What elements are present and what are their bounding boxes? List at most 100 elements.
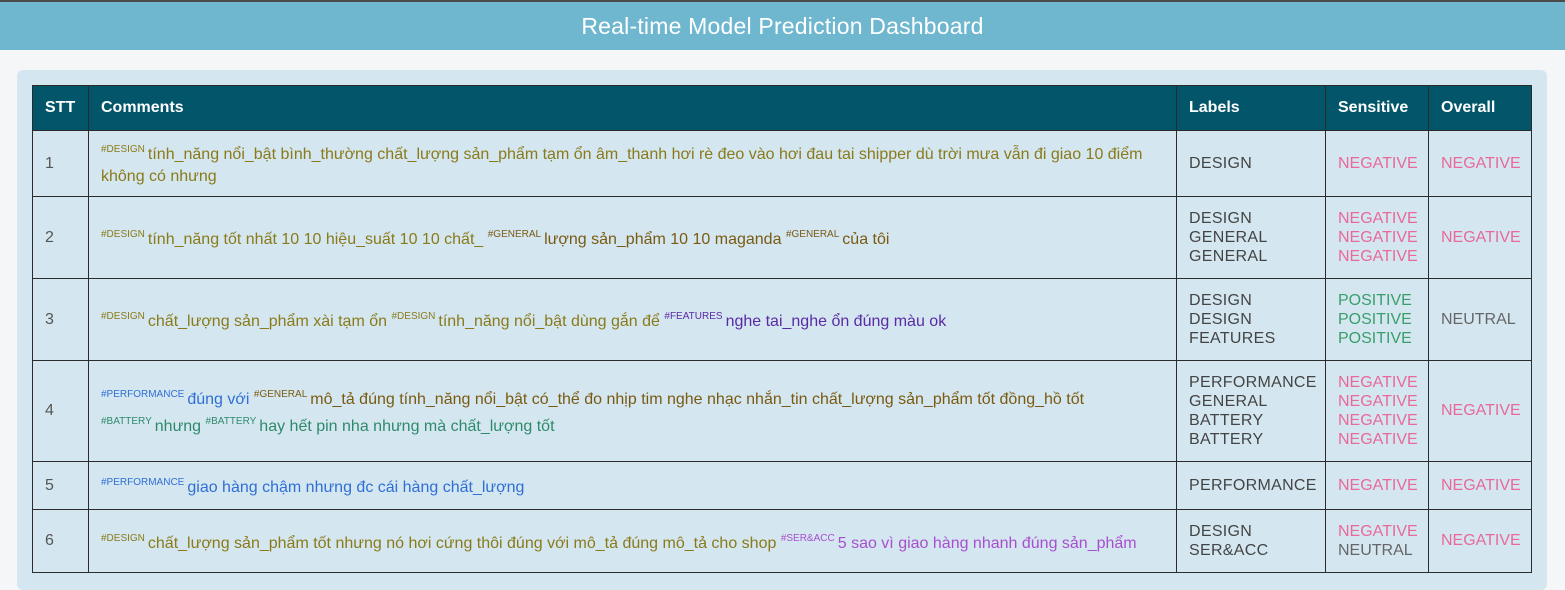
aspect-tag: #DESIGN [101,229,145,240]
row-overall: NEGATIVE [1428,509,1532,573]
row-comment: #DESIGN chất_lượng sản_phẩm xài tạm ổn #D… [88,278,1177,361]
segment-text: hay hết pin nha nhưng mà chất_lượng tốt [259,418,555,435]
row-overall: NEUTRAL [1428,278,1532,361]
table-row: 4 #PERFORMANCE đúng với #GENERAL mô_tả đúng… [32,360,1532,462]
sentiment-item: NEGATIVE [1338,523,1418,540]
comment-segment: #GENERAL mô_tả đúng tính_năng nổi_bật có_… [253,389,1084,408]
comment-segment: #DESIGN chất_lượng sản_phẩm tốt nhưng nó … [101,532,777,552]
row-comment: #DESIGN tính_năng tốt nhất 10 10 hiệu_suấ… [88,196,1177,279]
row-stt: 3 [32,278,89,361]
table-row: 5 #PERFORMANCE giao hàng chậm nhưng đc cái… [32,461,1532,510]
sentiment-item: POSITIVE [1338,292,1412,309]
label-item: PERFORMANCE [1189,477,1317,494]
row-stt: 6 [32,509,89,573]
comment-segment: #FEATURES nghe tai_nghe ổn đúng màu ok [664,311,947,330]
aspect-tag: #DESIGN [101,532,145,544]
sentiment-item: NEGATIVE [1338,229,1418,246]
row-sensitive: NEGATIVE NEGATIVE NEGATIVE NEGATIVE [1325,360,1429,462]
row-labels: DESIGN SER&ACC [1176,509,1326,573]
label-item: GENERAL [1189,229,1268,246]
row-sensitive: NEGATIVE [1325,130,1429,197]
sentiment-item: NEGATIVE [1338,393,1418,410]
label-item: DESIGN [1189,210,1253,227]
column-header-comments: Comments [88,85,1177,131]
label-item: PERFORMANCE [1189,374,1317,391]
segment-text: đúng với [187,391,250,408]
sentiment-item: NEGATIVE [1338,477,1418,494]
row-sensitive: POSITIVE POSITIVE POSITIVE [1325,278,1429,361]
row-stt: 4 [32,360,89,462]
row-sensitive: NEGATIVE NEUTRAL [1325,509,1429,573]
label-item: GENERAL [1189,393,1268,410]
row-labels: PERFORMANCE GENERAL BATTERY BATTERY [1176,360,1326,462]
comment-segment: #PERFORMANCE đúng với [101,389,250,408]
table-header-row: STT Comments Labels Sensitive Overall [32,85,1532,131]
aspect-tag: #BATTERY [101,416,152,427]
sentiment-item: NEUTRAL [1338,542,1413,559]
sentiment-item: NEGATIVE [1338,248,1418,265]
predictions-table: STT Comments Labels Sensitive Overall 1 #… [32,85,1532,573]
row-comment: #PERFORMANCE đúng với #GENERAL mô_tả đúng … [88,360,1177,462]
comment-segment: #DESIGN tính_năng nổi_bật dùng gắn để [391,311,660,330]
row-comment: #DESIGN tính_năng nổi_bật bình_thường chấ… [88,130,1177,197]
sentiment-item: POSITIVE [1338,311,1412,328]
dashboard-header: Real-time Model Prediction Dashboard [0,0,1565,50]
column-header-overall: Overall [1428,85,1532,131]
row-overall: NEGATIVE [1428,461,1532,510]
table-body: 1 #DESIGN tính_năng nổi_bật bình_thường ch… [32,130,1532,573]
aspect-tag: #DESIGN [101,144,145,155]
row-labels: DESIGN [1176,130,1326,197]
row-labels: DESIGN GENERAL GENERAL [1176,196,1326,279]
comment-segment: #SER&ACC 5 sao vì giao hàng nhanh đúng sả… [780,532,1137,552]
segment-text: chất_lượng sản_phẩm tốt nhưng nó hơi cứn… [147,534,777,552]
label-item: BATTERY [1189,412,1264,429]
comment-segment: #BATTERY hay hết pin nha nhưng mà chất_lư… [205,416,555,435]
aspect-tag: #GENERAL [253,389,308,400]
segment-text: tính_năng tốt nhất 10 10 hiệu_suất 10 10… [147,231,484,248]
aspect-tag: #GENERAL [487,229,542,240]
aspect-tag: #PERFORMANCE [101,389,185,400]
aspect-tag: #FEATURES [664,311,723,322]
sentiment-item: NEGATIVE [1338,374,1418,391]
label-item: DESIGN [1189,523,1253,540]
label-item: DESIGN [1189,292,1253,309]
label-item: DESIGN [1189,311,1253,328]
segment-text: tính_năng nổi_bật bình_thường chất_lượng… [101,146,1143,185]
comment-segment: #PERFORMANCE giao hàng chậm nhưng đc cái … [101,477,524,496]
comment-segment: #DESIGN tính_năng tốt nhất 10 10 hiệu_suấ… [101,229,484,248]
table-row: 2 #DESIGN tính_năng tốt nhất 10 10 hiệu_su… [32,196,1532,279]
sentiment-item: NEGATIVE [1338,210,1418,227]
row-comment: #DESIGN chất_lượng sản_phẩm tốt nhưng nó … [88,509,1177,573]
label-item: DESIGN [1189,155,1253,172]
aspect-tag: #PERFORMANCE [101,477,185,488]
row-stt: 2 [32,196,89,279]
sentiment-item: NEGATIVE [1338,155,1418,172]
segment-text: nghe tai_nghe ổn đúng màu ok [725,313,947,330]
segment-text: lượng sản_phẩm 10 10 maganda [544,231,782,248]
row-sensitive: NEGATIVE [1325,461,1429,510]
segment-text: 5 sao vì giao hàng nhanh đúng sản_phẩm [837,534,1137,552]
comment-segment: #DESIGN chất_lượng sản_phẩm xài tạm ổn [101,311,388,330]
row-labels: PERFORMANCE [1176,461,1326,510]
table-row: 3 #DESIGN chất_lượng sản_phẩm xài tạm ổn #… [32,278,1532,361]
aspect-tag: #GENERAL [785,229,840,240]
table-row: 6 #DESIGN chất_lượng sản_phẩm tốt nhưng nó… [32,509,1532,573]
row-overall: NEGATIVE [1428,360,1532,462]
comment-segment: #GENERAL của tôi [785,229,890,248]
comment-segment: #GENERAL lượng sản_phẩm 10 10 maganda [487,229,782,248]
label-item: FEATURES [1189,330,1276,347]
segment-text: chất_lượng sản_phẩm xài tạm ổn [147,313,388,330]
row-overall: NEGATIVE [1428,196,1532,279]
aspect-tag: #BATTERY [205,416,257,427]
segment-text: của tôi [842,231,890,248]
page-title: Real-time Model Prediction Dashboard [581,12,984,39]
predictions-card: STT Comments Labels Sensitive Overall 1 #… [17,70,1547,590]
label-item: SER&ACC [1189,542,1269,559]
segment-text: tính_năng nổi_bật dùng gắn để [438,313,660,330]
comment-segment: #DESIGN tính_năng nổi_bật bình_thường chấ… [101,144,1143,185]
aspect-tag: #SER&ACC [780,532,835,544]
comment-segment: #BATTERY nhưng [101,416,202,435]
segment-text: nhưng [154,418,202,435]
aspect-tag: #DESIGN [101,311,145,322]
row-labels: DESIGN DESIGN FEATURES [1176,278,1326,361]
